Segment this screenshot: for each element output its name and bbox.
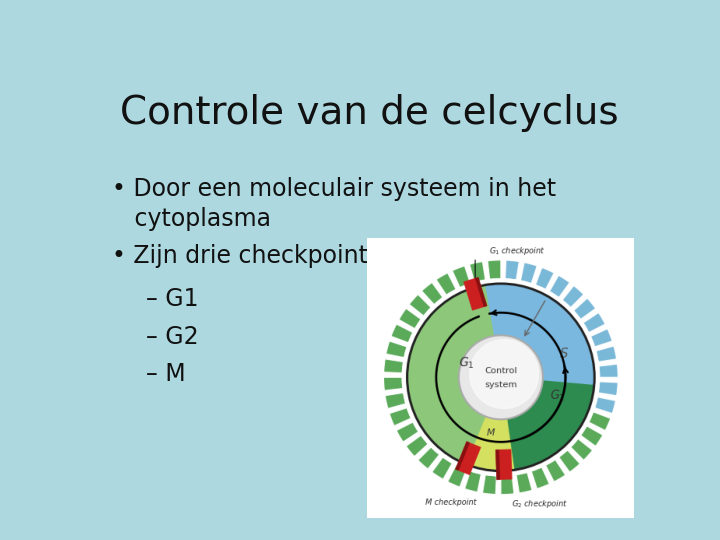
Text: Controle van de celcyclus: Controle van de celcyclus <box>120 94 618 132</box>
Text: – G1: – G1 <box>145 287 198 311</box>
Text: – M: – M <box>145 362 186 386</box>
Text: – G2: – G2 <box>145 325 199 349</box>
Text: • Zijn drie checkpoints: • Zijn drie checkpoints <box>112 244 381 268</box>
Text: • Door een moleculair systeem in het
   cytoplasma: • Door een moleculair systeem in het cyt… <box>112 177 557 231</box>
